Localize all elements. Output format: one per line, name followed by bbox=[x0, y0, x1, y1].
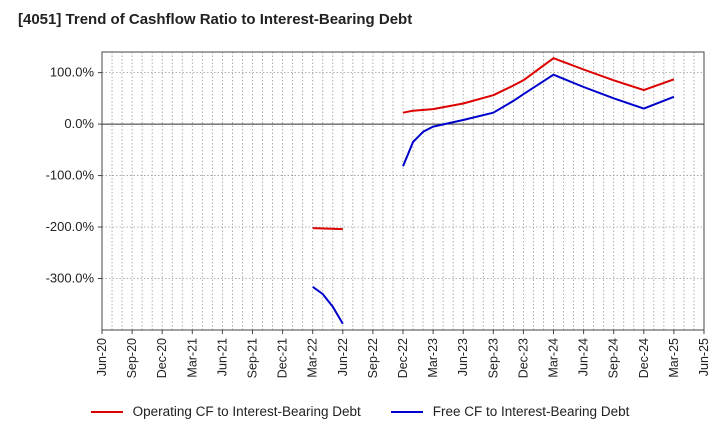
x-tick-label: Mar-22 bbox=[306, 338, 320, 378]
x-tick-label: Dec-20 bbox=[155, 338, 169, 378]
x-tick-label: Sep-20 bbox=[125, 338, 139, 378]
x-tick-label: Sep-22 bbox=[366, 338, 380, 378]
plot-frame bbox=[101, 51, 705, 331]
x-tick-label: Sep-21 bbox=[246, 338, 260, 378]
y-tick-label: 100.0% bbox=[50, 65, 95, 80]
operating-cf-line bbox=[402, 57, 675, 114]
chart-canvas: 100.0% 0.0% -100.0% -200.0% -300.0% Jun-20 Sep… bbox=[46, 51, 711, 378]
legend: Operating CF to Interest-Bearing Debt Fr… bbox=[0, 404, 720, 419]
free-cf-line bbox=[402, 73, 675, 167]
x-tick-label: Mar-24 bbox=[547, 338, 561, 378]
operating-cf-line bbox=[312, 227, 343, 231]
x-tick-label: Dec-22 bbox=[396, 338, 410, 378]
y-tick-label: -100.0% bbox=[46, 168, 95, 183]
x-tick-label: Sep-23 bbox=[486, 338, 500, 378]
y-tick-label: -300.0% bbox=[46, 271, 95, 286]
x-tick-label: Dec-24 bbox=[637, 338, 651, 378]
y-tick-label: -200.0% bbox=[46, 219, 95, 234]
x-tick-label: Dec-21 bbox=[276, 338, 290, 378]
x-tick-label: Sep-24 bbox=[607, 338, 621, 378]
legend-label-free-cf: Free CF to Interest-Bearing Debt bbox=[432, 404, 630, 419]
legend-item-free-cf: Free CF to Interest-Bearing Debt bbox=[390, 404, 630, 419]
x-tick-label: Jun-23 bbox=[456, 338, 470, 376]
chart-title: [4051] Trend of Cashflow Ratio to Intere… bbox=[18, 11, 413, 28]
x-tick-label: Mar-25 bbox=[667, 338, 681, 378]
legend-item-operating-cf: Operating CF to Interest-Bearing Debt bbox=[90, 404, 361, 419]
x-tick-label: Mar-21 bbox=[185, 338, 199, 378]
free-cf-line bbox=[312, 285, 344, 325]
x-tick-label: Jun-21 bbox=[215, 338, 229, 376]
legend-label-operating-cf: Operating CF to Interest-Bearing Debt bbox=[132, 404, 361, 419]
legend-swatch-free-cf bbox=[390, 410, 423, 413]
legend-swatch-operating-cf bbox=[90, 410, 123, 413]
y-tick-label: 0.0% bbox=[64, 116, 94, 131]
x-tick-label: Jun-25 bbox=[697, 338, 711, 376]
x-tick-label: Jun-20 bbox=[95, 338, 109, 376]
x-tick-label: Jun-24 bbox=[577, 338, 591, 376]
x-tick-label: Mar-23 bbox=[426, 338, 440, 378]
x-tick-label: Jun-22 bbox=[336, 338, 350, 376]
x-tick-label: Dec-23 bbox=[516, 338, 530, 378]
